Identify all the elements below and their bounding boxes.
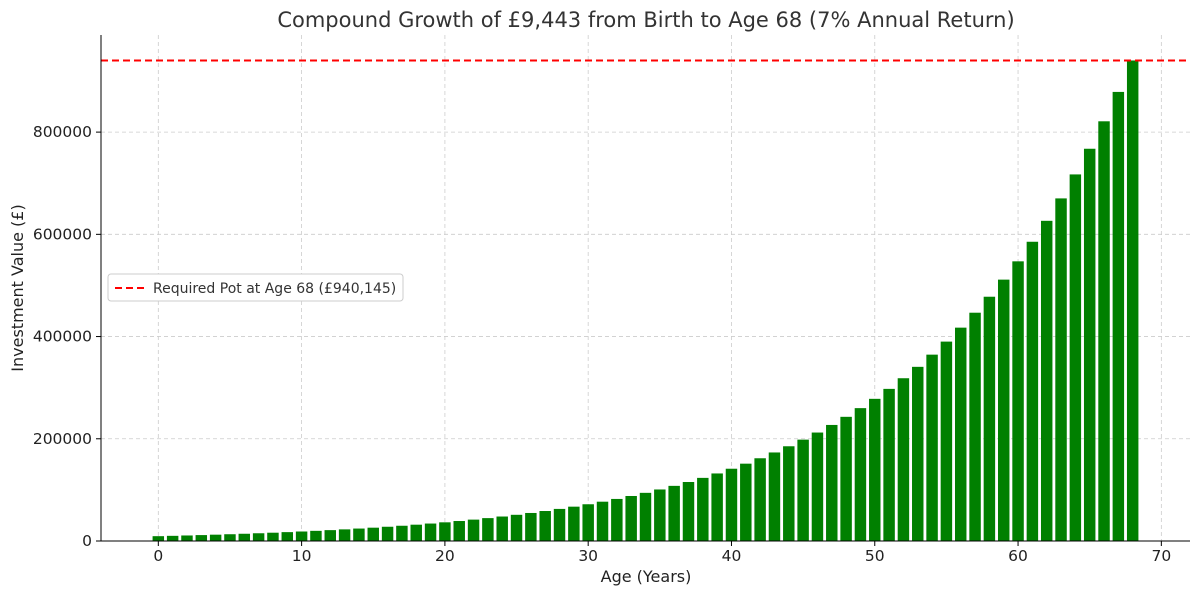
bar <box>539 511 551 541</box>
bar <box>869 398 881 541</box>
y-tick-label: 200000 <box>33 430 92 448</box>
bar <box>381 526 394 541</box>
y-axis-label: Investment Value (£) <box>8 204 27 371</box>
bar <box>811 432 824 541</box>
bar <box>783 446 795 541</box>
bar <box>926 354 938 541</box>
x-tick-label: 40 <box>722 547 742 565</box>
y-tick-label: 0 <box>82 532 92 550</box>
bar <box>482 518 494 541</box>
bar <box>983 296 996 541</box>
bar <box>439 522 451 541</box>
bar <box>697 477 709 541</box>
bar <box>826 424 838 541</box>
bar <box>224 534 236 541</box>
legend-box <box>107 273 404 302</box>
bar <box>281 532 294 541</box>
bar <box>1098 121 1110 541</box>
bar <box>525 512 537 541</box>
grid <box>101 35 1190 542</box>
bar <box>252 533 265 541</box>
bar <box>897 378 910 541</box>
y-tick-label: 600000 <box>33 225 92 243</box>
bar <box>238 533 251 541</box>
legend-label: Required Pot at Age 68 (£940,145) <box>153 281 396 297</box>
bar <box>625 495 637 541</box>
x-tick-label: 70 <box>1151 547 1171 565</box>
bar <box>295 531 308 541</box>
ticks: 0 10 20 30 40 50 60 70 0 200000 400000 600000 800000 <box>33 123 1171 565</box>
bar <box>725 468 738 541</box>
bar <box>754 458 766 541</box>
bar <box>955 327 967 541</box>
x-tick-label: 10 <box>292 547 312 565</box>
bar <box>940 341 953 541</box>
bar <box>310 530 322 541</box>
chart-title: Compound Growth of £9,443 from Birth to … <box>277 8 1014 32</box>
bars <box>152 60 1139 542</box>
x-tick-label: 0 <box>153 547 163 565</box>
bar <box>267 532 279 541</box>
bar <box>654 489 666 541</box>
bar <box>510 514 523 541</box>
bar <box>740 463 752 541</box>
bar <box>496 516 508 541</box>
bar <box>568 506 580 541</box>
bar <box>209 534 222 541</box>
bar <box>912 366 924 541</box>
bar <box>768 452 781 541</box>
bar <box>1083 148 1096 541</box>
bar <box>682 482 695 541</box>
bar <box>611 498 623 541</box>
legend: Required Pot at Age 68 (£940,145) <box>107 273 404 302</box>
x-tick-label: 60 <box>1008 547 1028 565</box>
bar <box>324 530 336 541</box>
bar <box>181 535 193 541</box>
bar <box>396 525 408 541</box>
y-tick-label: 800000 <box>33 123 92 141</box>
bar <box>453 521 465 541</box>
bar <box>1012 261 1024 541</box>
bar <box>1112 91 1125 541</box>
bar <box>152 536 165 541</box>
bar <box>668 485 680 541</box>
bar <box>467 519 480 541</box>
bar <box>1069 174 1082 541</box>
bar <box>883 388 895 541</box>
bar <box>367 527 379 541</box>
bar <box>410 524 422 541</box>
bar <box>639 492 652 541</box>
bar <box>797 439 809 541</box>
bar <box>854 408 867 541</box>
bar <box>969 312 981 541</box>
bar <box>1040 220 1053 541</box>
x-tick-label: 50 <box>865 547 885 565</box>
bar <box>1055 198 1067 541</box>
bar <box>553 508 566 541</box>
bar <box>840 416 852 541</box>
bar <box>195 535 208 541</box>
bar <box>1126 60 1139 542</box>
bar <box>596 501 609 541</box>
bar <box>338 529 351 541</box>
bar <box>582 504 594 541</box>
x-tick-label: 20 <box>435 547 455 565</box>
axes <box>100 35 1190 542</box>
bar <box>424 523 437 541</box>
y-tick-label: 400000 <box>33 328 92 346</box>
bar <box>1026 241 1039 541</box>
bar <box>353 528 365 541</box>
bar <box>166 535 179 541</box>
x-axis-label: Age (Years) <box>601 567 692 586</box>
x-tick-label: 30 <box>578 547 598 565</box>
bar <box>711 473 723 541</box>
bar <box>997 279 1010 541</box>
